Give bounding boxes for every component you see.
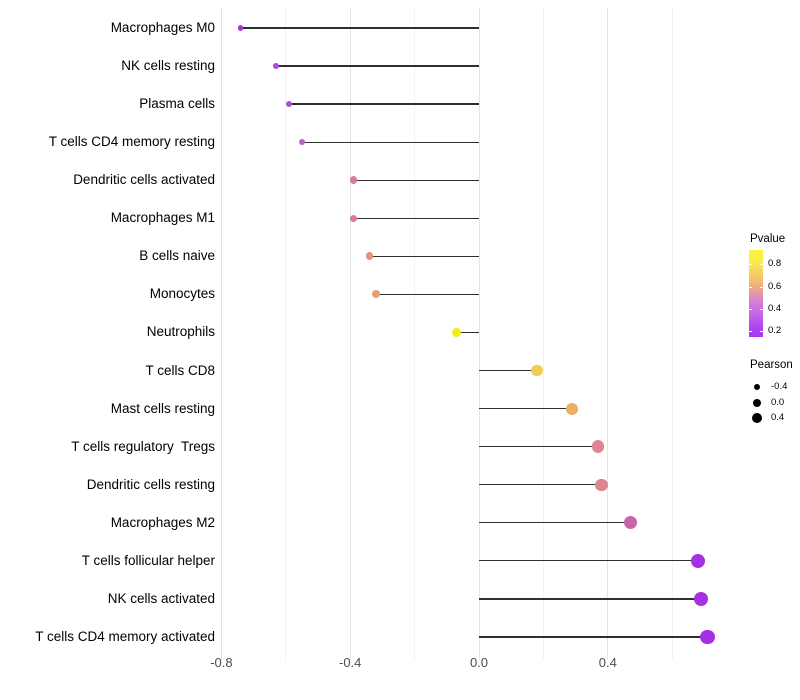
lollipop-stem bbox=[240, 27, 479, 29]
lollipop-stem bbox=[369, 255, 479, 257]
lollipop-dot bbox=[693, 591, 709, 607]
pvalue-gradient-tick bbox=[760, 264, 763, 265]
pvalue-gradient-tick bbox=[749, 309, 752, 310]
lollipop-stem bbox=[479, 598, 702, 600]
pvalue-legend-title: Pvalue bbox=[750, 233, 786, 245]
y-axis-label: Monocytes bbox=[149, 286, 215, 302]
y-axis-label: T cells CD8 bbox=[145, 362, 215, 378]
y-axis-label: Plasma cells bbox=[139, 96, 215, 112]
pearson-legend-dot bbox=[753, 383, 761, 391]
lollipop-dot bbox=[566, 402, 579, 415]
pearson-legend-label: -0.4 bbox=[771, 381, 788, 392]
y-axis-label: Macrophages M2 bbox=[110, 514, 215, 530]
x-tick-label: 0.0 bbox=[469, 655, 489, 670]
pvalue-legend-tick-label: 0.6 bbox=[768, 280, 782, 292]
lollipop-stem bbox=[479, 407, 573, 410]
gridline-major bbox=[607, 8, 609, 660]
lollipop-dot bbox=[623, 516, 637, 530]
x-tick-label: -0.4 bbox=[338, 655, 362, 670]
pearson-legend-label: 0.0 bbox=[771, 397, 785, 408]
lollipop-stem bbox=[479, 522, 631, 524]
gridline-minor bbox=[285, 8, 287, 660]
y-axis-label: NK cells activated bbox=[107, 590, 215, 606]
lollipop-dot bbox=[349, 176, 358, 184]
lollipop-dot bbox=[595, 478, 608, 491]
lollipop-dot bbox=[273, 63, 280, 70]
gridline-major bbox=[349, 8, 351, 660]
lollipop-stem bbox=[375, 293, 479, 296]
gridline-minor bbox=[414, 8, 416, 660]
pvalue-gradient-tick bbox=[760, 286, 763, 288]
y-axis-label: Neutrophils bbox=[146, 324, 215, 340]
pearson-legend-title: Pearson bbox=[750, 359, 793, 371]
y-axis-label: Dendritic cells activated bbox=[73, 172, 215, 188]
lollipop-dot bbox=[451, 327, 462, 338]
gridline-minor bbox=[671, 8, 673, 660]
pvalue-gradient-tick bbox=[749, 264, 752, 265]
lollipop-stem bbox=[479, 369, 537, 372]
lollipop-dot bbox=[690, 553, 706, 568]
lollipop-dot bbox=[285, 101, 293, 108]
y-axis-label: T cells CD4 memory resting bbox=[48, 134, 215, 150]
pvalue-gradient-tick bbox=[760, 309, 763, 310]
lollipop-dot bbox=[700, 629, 715, 645]
lollipop-stem bbox=[456, 331, 479, 334]
pvalue-gradient-bar bbox=[749, 250, 763, 337]
y-axis-label: T cells follicular helper bbox=[81, 552, 215, 568]
pvalue-gradient-tick bbox=[760, 331, 763, 332]
lollipop-dot bbox=[591, 440, 605, 453]
pvalue-legend-tick-label: 0.2 bbox=[768, 325, 782, 336]
lollipop-stem bbox=[301, 141, 479, 143]
lollipop-dot bbox=[238, 25, 244, 31]
x-tick-label: -0.8 bbox=[210, 655, 233, 670]
gridline-major bbox=[220, 8, 222, 660]
y-axis-label: Macrophages M0 bbox=[110, 20, 215, 35]
pearson-legend-label: 0.4 bbox=[771, 412, 785, 423]
y-axis-label: Dendritic cells resting bbox=[86, 476, 215, 492]
lollipop-dot bbox=[298, 138, 306, 146]
x-tick-label: 0.4 bbox=[598, 655, 617, 670]
y-axis-label: Mast cells resting bbox=[110, 400, 215, 416]
pvalue-gradient-tick bbox=[749, 331, 752, 332]
y-axis-label: T cells regulatory Tregs bbox=[71, 438, 215, 454]
y-axis-label: B cells naive bbox=[139, 248, 215, 264]
lollipop-stem bbox=[289, 103, 479, 105]
lollipop-dot bbox=[371, 290, 380, 299]
pvalue-legend-tick-label: 0.4 bbox=[768, 303, 782, 314]
lollipop-stem bbox=[479, 484, 602, 486]
y-axis-label: Macrophages M1 bbox=[110, 210, 215, 226]
lollipop-stem bbox=[353, 217, 479, 219]
lollipop-stem bbox=[479, 446, 599, 448]
lollipop-stem bbox=[276, 65, 479, 67]
lollipop-dot bbox=[349, 214, 358, 223]
lollipop-stem bbox=[479, 636, 708, 638]
pearson-legend-dot bbox=[752, 398, 762, 408]
pvalue-gradient-tick bbox=[749, 286, 752, 288]
lollipop-dot bbox=[365, 252, 374, 261]
lollipop-stem bbox=[479, 560, 698, 562]
gridline-major bbox=[478, 8, 480, 660]
y-axis-label: NK cells resting bbox=[121, 58, 215, 74]
lollipop-dot bbox=[531, 364, 543, 377]
y-axis-label: T cells CD4 memory activated bbox=[35, 628, 215, 644]
gridline-minor bbox=[542, 8, 544, 660]
pearson-legend-dot bbox=[752, 413, 762, 423]
pvalue-legend-tick-label: 0.8 bbox=[768, 258, 782, 269]
lollipop-stem bbox=[353, 179, 479, 181]
